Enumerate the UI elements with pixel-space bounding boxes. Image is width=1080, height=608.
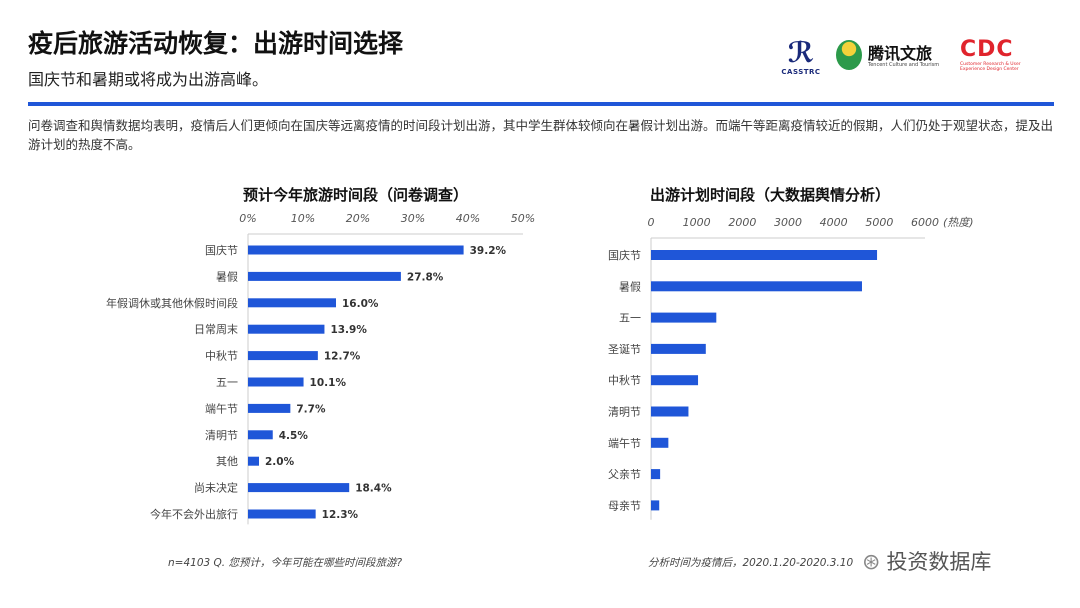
x-tick-label: 6000 (911, 216, 939, 229)
bar (651, 343, 706, 354)
data-label: 7.7% (296, 403, 326, 415)
category-label: 圣诞节 (608, 342, 641, 356)
x-tick-label: 1000 (683, 216, 711, 229)
x-tick-label: 0 (648, 216, 655, 229)
chart-left-title: 预计今年旅游时间段（问卷调查） (243, 186, 469, 204)
chart-left-note: n=4103 Q. 您预计，今年可能在哪些时间段旅游? (168, 557, 403, 569)
tencent-name: 腾讯文旅 (868, 44, 933, 63)
chart-right-note: 分析时间为疫情后，2020.1.20-2020.3.10 (648, 557, 854, 569)
x-tick-label: 5000 (865, 216, 893, 229)
data-label: 18.4% (355, 483, 392, 495)
bar (248, 324, 325, 334)
category-label: 暑假 (216, 269, 238, 283)
casstrc-mark-icon: ℛ (787, 36, 815, 69)
category-label: 端午节 (608, 437, 641, 450)
bar (248, 271, 401, 281)
x-unit-label: (热度) (943, 216, 974, 229)
data-label: 4.5% (279, 430, 309, 442)
category-label: 今年不会外出旅行 (150, 507, 238, 521)
bar (651, 281, 862, 292)
bar (248, 351, 318, 361)
data-label: 12.7% (324, 351, 361, 363)
bar (651, 500, 660, 511)
logo-cdc: CDC Customer Research & User Experience … (960, 37, 1040, 73)
x-tick-label: 4000 (820, 216, 848, 229)
data-label: 12.3% (322, 509, 359, 521)
description-text: 问卷调查和舆情数据均表明，疫情后人们更倾向在国庆等远离疫情的时间段计划出游，其中… (28, 118, 1054, 152)
page-subtitle: 国庆节和暑期或将成为出游高峰。 (28, 70, 269, 89)
category-label: 五一 (619, 312, 641, 325)
category-label: 国庆节 (205, 243, 238, 257)
tencent-globe-icon (836, 40, 862, 70)
x-tick-label: 2000 (728, 216, 756, 229)
category-label: 日常周末 (194, 322, 238, 336)
category-label: 其他 (216, 455, 238, 468)
chart-right: 0 1000 2000 3000 4000 5000 6000 (热度) 国庆节暑假五一圣诞节中… (608, 216, 974, 520)
category-label: 清明节 (608, 406, 641, 419)
bar (248, 377, 304, 387)
header-rule (28, 102, 1054, 106)
logo-tencent: 腾讯文旅 Tencent Culture and Tourism (836, 38, 946, 72)
chart-right-title: 出游计划时间段（大数据舆情分析） (650, 186, 891, 204)
category-label: 国庆节 (608, 248, 641, 262)
bar (248, 509, 316, 519)
category-label: 中秋节 (608, 373, 641, 387)
tencent-sub: Tencent Culture and Tourism (868, 62, 940, 68)
bar (651, 406, 689, 417)
x-tick-label: 0% (239, 212, 256, 225)
data-label: 13.9% (330, 324, 367, 336)
data-label: 10.1% (310, 377, 347, 389)
x-tick-label: 3000 (774, 216, 802, 229)
category-label: 五一 (216, 376, 238, 389)
category-label: 父亲节 (608, 467, 641, 481)
x-tick-label: 30% (401, 212, 425, 225)
bar (651, 250, 878, 260)
bar (248, 245, 464, 255)
category-label: 尚未决定 (194, 481, 238, 495)
category-label: 暑假 (619, 279, 641, 293)
bar (248, 298, 336, 308)
watermark: ⊛ 投资数据库 (862, 546, 991, 576)
logo-casstrc: ℛ CASSTRC (778, 36, 824, 77)
x-tick-label: 20% (346, 212, 370, 225)
bar (651, 375, 699, 386)
chart-left: 0% 10% 20% 30% 40% 50% 国庆节 39.2% 暑假 27.8% 年假调休或其他休… (106, 212, 535, 525)
watermark-text: 投资数据库 (886, 550, 992, 574)
data-label: 27.8% (407, 271, 444, 283)
category-label: 母亲节 (608, 498, 641, 512)
bar (651, 437, 669, 448)
category-label: 中秋节 (205, 349, 238, 363)
cdc-sub: Customer Research & User Experience Desi… (960, 62, 1021, 72)
bar (651, 469, 661, 480)
bar (248, 456, 259, 466)
category-label: 端午节 (205, 402, 238, 415)
data-label: 2.0% (265, 456, 295, 468)
x-tick-label: 10% (291, 212, 315, 225)
category-label: 清明节 (205, 429, 238, 442)
data-label: 16.0% (342, 298, 379, 310)
bar (651, 312, 717, 323)
casstrc-label: CASSTRC (781, 68, 821, 76)
wechat-icon: ⊛ (862, 550, 881, 575)
bar (248, 430, 273, 440)
category-label: 年假调休或其他休假时间段 (106, 296, 238, 310)
x-tick-label: 40% (456, 212, 480, 225)
bar (248, 403, 291, 413)
page-title: 疫后旅游活动恢复：出游时间选择 (28, 29, 404, 58)
bar (248, 483, 350, 493)
data-label: 39.2% (470, 245, 507, 257)
cdc-name: CDC (960, 37, 1014, 62)
x-tick-label: 50% (511, 212, 535, 225)
